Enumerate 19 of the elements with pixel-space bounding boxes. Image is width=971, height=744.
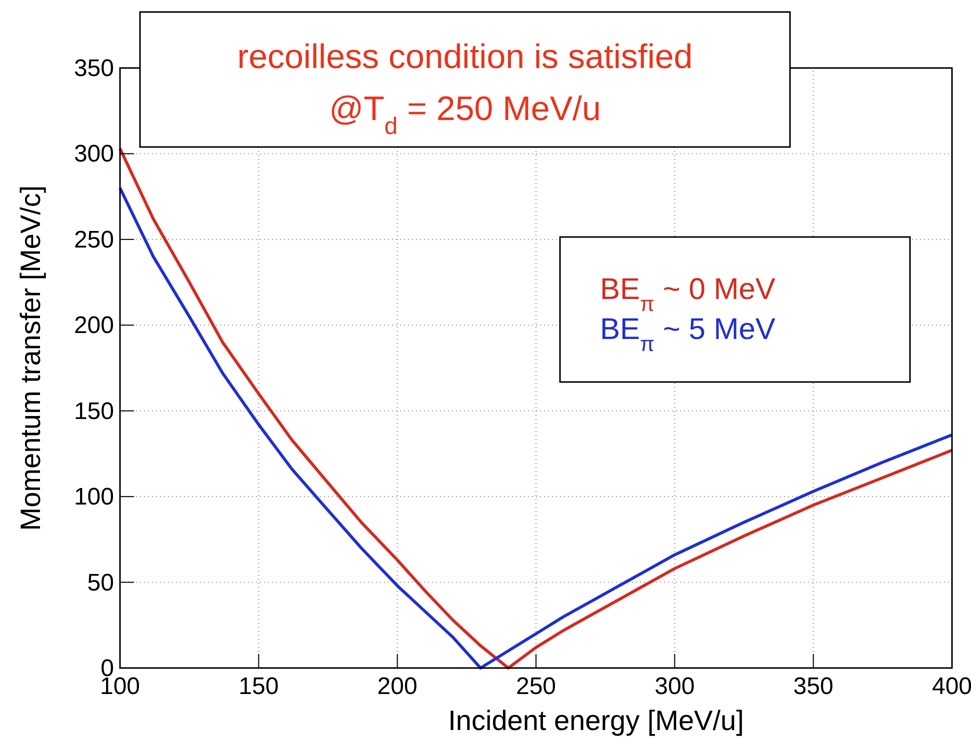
y-tick-label: 300 xyxy=(74,140,114,168)
y-tick-label: 150 xyxy=(74,398,114,425)
text: BE$_{π}$ ~ 0 MeV xyxy=(600,273,776,316)
text: BE$_{π}$ ~ 5 MeV xyxy=(600,313,776,356)
x-tick-label: 400 xyxy=(932,673,971,700)
x-tick-label: 250 xyxy=(516,673,556,700)
y-tick-label: 200 xyxy=(74,312,114,340)
chart-title: recoilless condition is satisfied xyxy=(237,38,693,76)
x-tick-label: 350 xyxy=(793,673,834,700)
x-tick-label: 300 xyxy=(654,673,695,700)
y-tick-label: 50 xyxy=(87,569,114,596)
y-tick-label: 250 xyxy=(74,226,114,254)
y-tick-label: 350 xyxy=(74,55,114,82)
y-tick-label: 100 xyxy=(74,484,114,511)
x-axis-title: Incident energy [MeV/u] xyxy=(448,705,744,736)
x-tick-label: 150 xyxy=(238,673,279,700)
text: @T$_{d}$ = 250 MeV/u xyxy=(329,90,601,140)
y-axis-title: Momentum transfer [MeV/c] xyxy=(15,185,46,531)
x-tick-label: 200 xyxy=(377,673,418,700)
